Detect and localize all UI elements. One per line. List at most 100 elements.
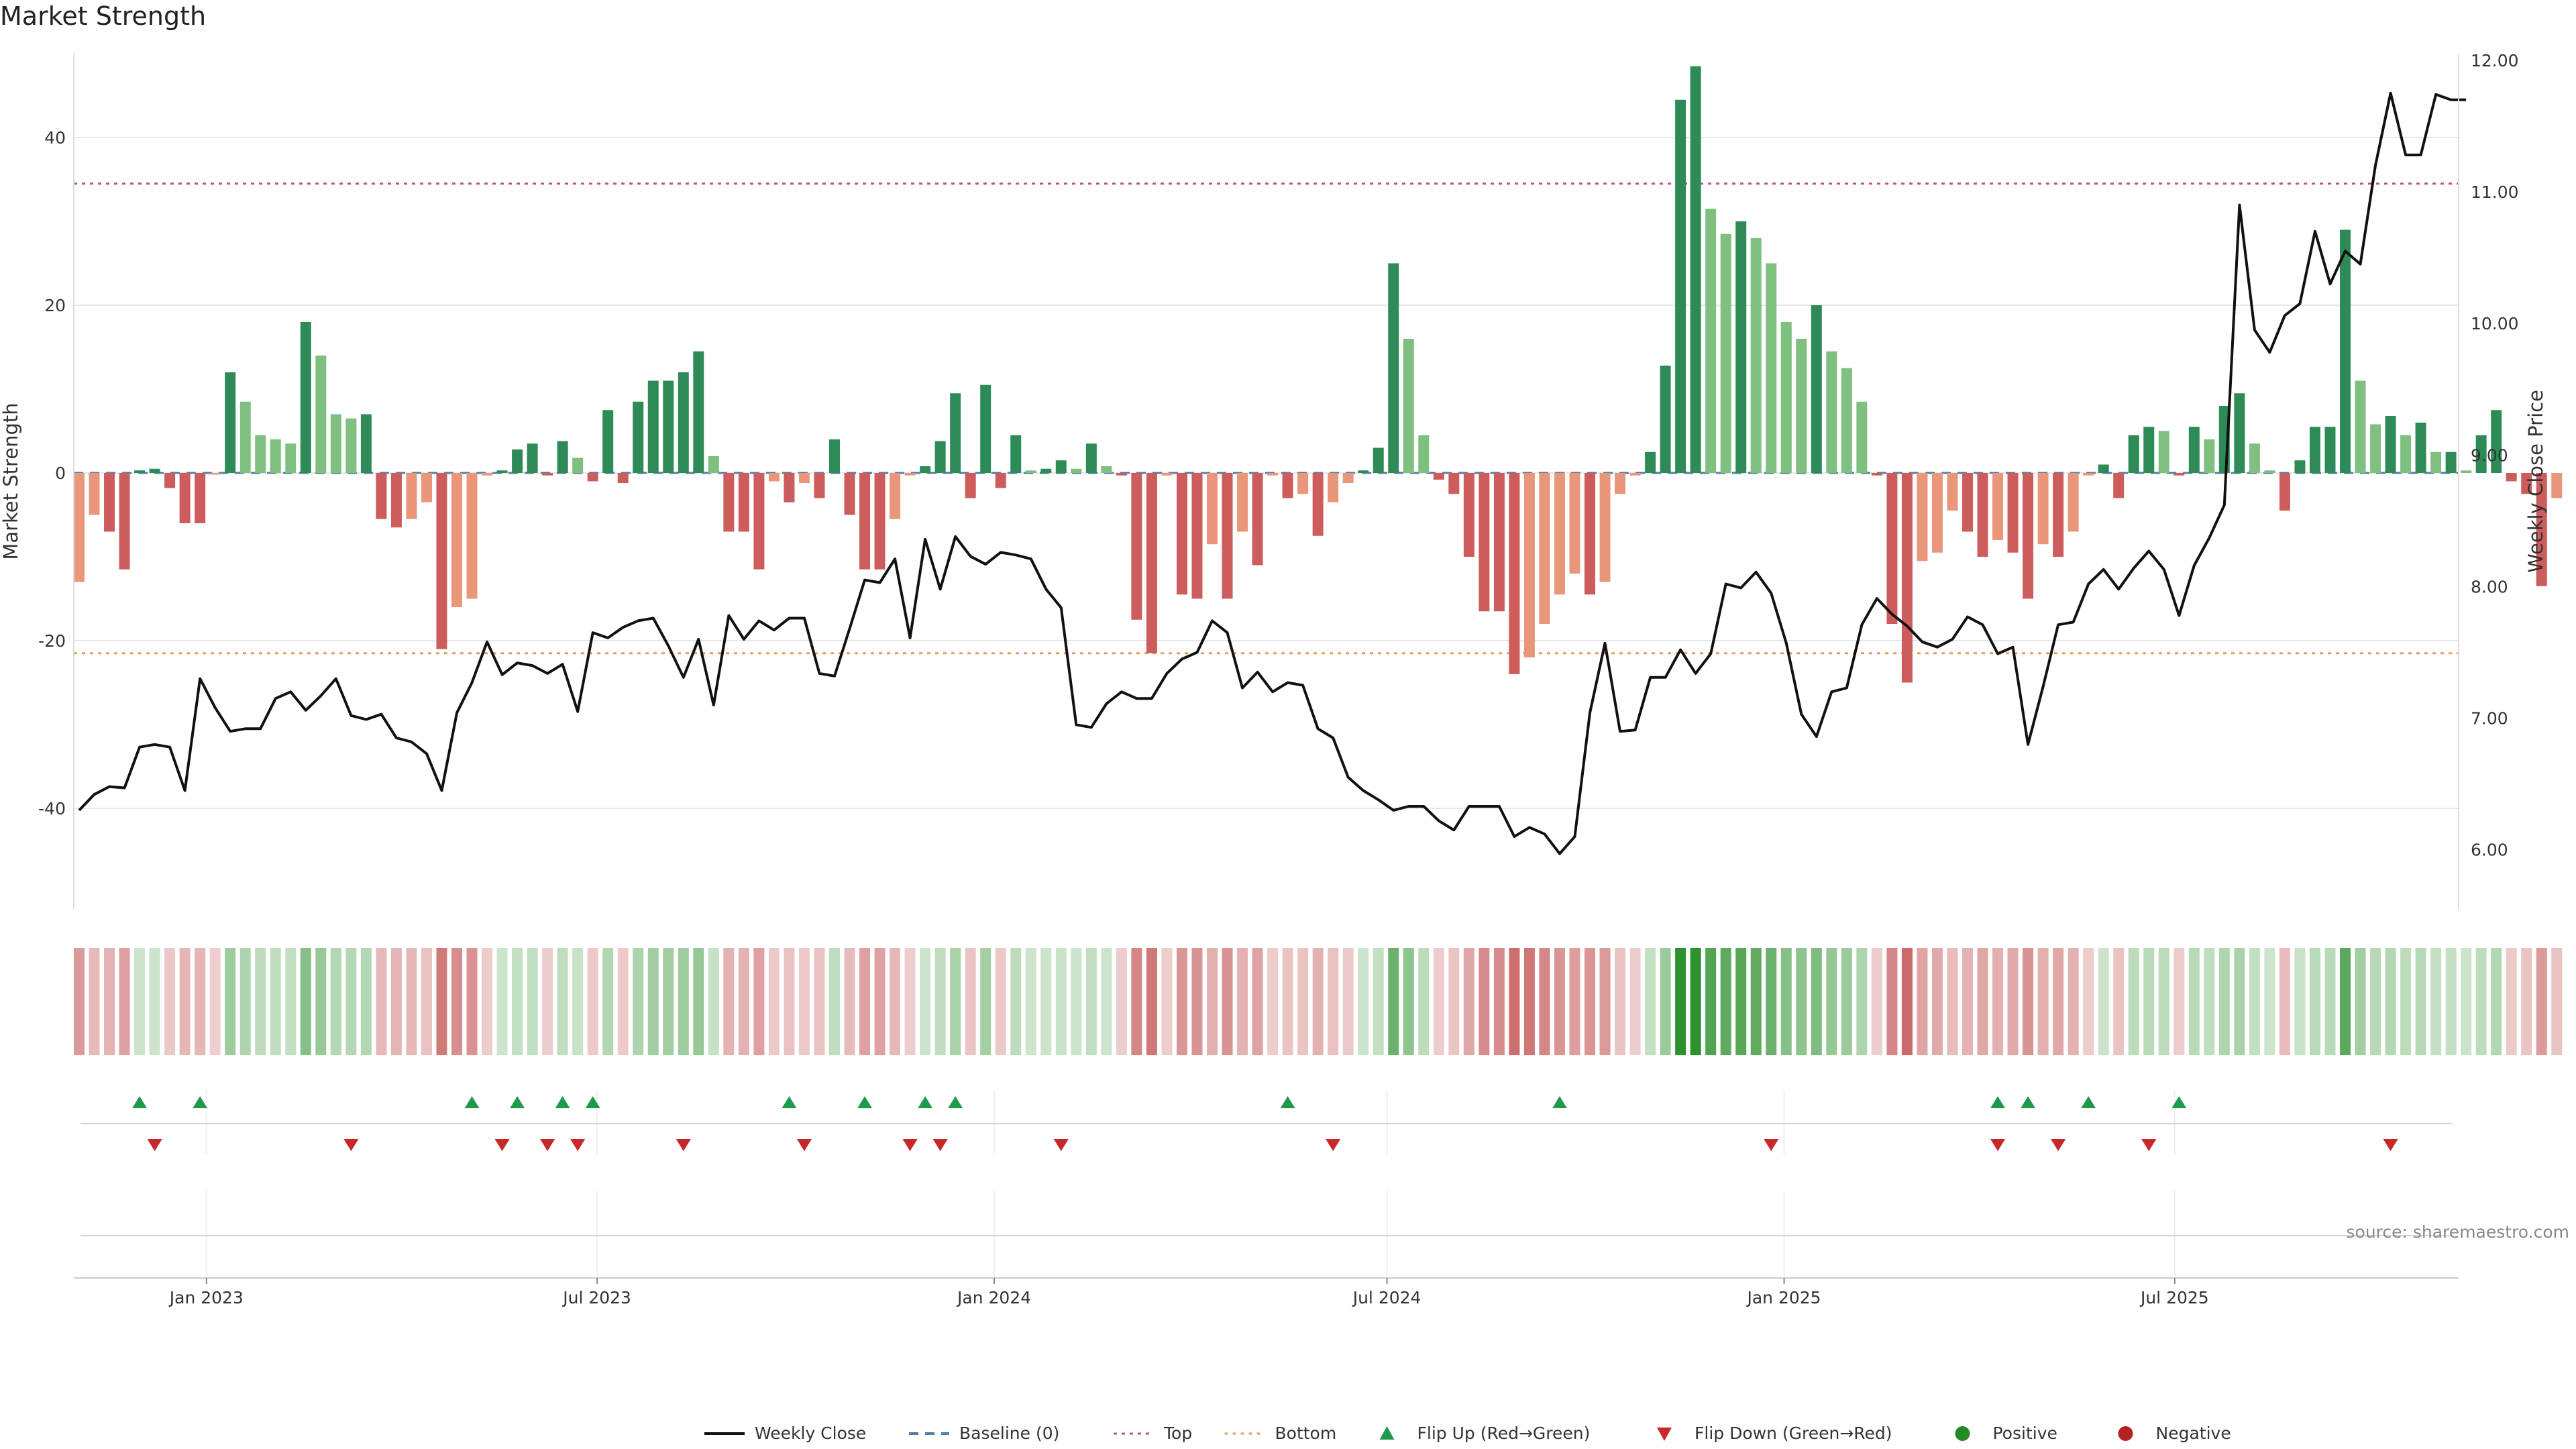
strength-cell (2415, 948, 2426, 1055)
x-tick-label: Jul 2023 (561, 1288, 631, 1307)
strength-cell (1388, 948, 1399, 1055)
strength-cell (1509, 948, 1520, 1055)
legend-swatch (1955, 1426, 1970, 1441)
strength-cell (874, 948, 885, 1055)
strength-cell (2475, 948, 2487, 1055)
strength-bar (2037, 473, 2049, 545)
strength-bar (482, 473, 493, 476)
strength-bar (1977, 473, 1988, 557)
strength-cell (829, 948, 840, 1055)
strength-bar (527, 443, 538, 473)
strength-cell (602, 948, 614, 1055)
strength-bar (2551, 473, 2563, 498)
strength-bar (1523, 473, 1535, 657)
strength-cell (1207, 948, 1218, 1055)
strength-bar (1569, 473, 1580, 574)
strength-bar (1585, 473, 1595, 595)
flip-down-marker (540, 1139, 555, 1151)
strength-cell (1010, 948, 1022, 1055)
flip-up-marker (1552, 1096, 1567, 1108)
strength-cell (512, 948, 523, 1055)
strength-bar (2415, 423, 2426, 473)
strength-cell (315, 948, 327, 1055)
strength-bar (1071, 468, 1082, 473)
legend-label: Top (1163, 1424, 1192, 1443)
grid (74, 137, 2459, 1278)
strength-bar (1328, 473, 1339, 502)
strength-bar (693, 351, 704, 473)
weekly-close-line (78, 91, 2467, 855)
strength-bar (633, 401, 644, 473)
strength-cell (1479, 948, 1490, 1055)
strength-bar (904, 473, 916, 476)
legend-item-negative: Negative (2118, 1424, 2231, 1443)
strength-bar (149, 468, 160, 473)
strength-bar (1811, 305, 1822, 473)
strength-cell (436, 948, 447, 1055)
strength-cell (1675, 948, 1686, 1055)
strength-cell (1523, 948, 1535, 1055)
flip-up-marker (555, 1096, 570, 1108)
strength-bar (1176, 473, 1187, 595)
flip-down-marker (494, 1139, 510, 1151)
price-line-group (78, 91, 2467, 855)
strength-cell (2188, 948, 2200, 1055)
strength-bar (1509, 473, 1520, 674)
strength-bar (602, 410, 614, 473)
strength-bar (2023, 473, 2034, 599)
strength-cell (1463, 948, 1474, 1055)
strength-bar (406, 473, 417, 519)
legend-item-top: Top (1114, 1424, 1192, 1443)
strength-bar (2385, 416, 2396, 473)
strength-bar (360, 414, 372, 473)
strength-bar (1962, 473, 1973, 532)
strength-bar (1055, 460, 1067, 473)
strength-cell (1780, 948, 1792, 1055)
y-tick-label: 40 (44, 128, 66, 148)
strength-cell (1539, 948, 1550, 1055)
strength-bar (1660, 366, 1671, 473)
strength-bar (2174, 473, 2185, 476)
strength-bar (859, 473, 871, 570)
strength-bar (1025, 470, 1036, 473)
strength-bar (2249, 443, 2260, 473)
legend-swatch (1657, 1428, 1672, 1441)
strength-cell (330, 948, 341, 1055)
strength-bar (1358, 470, 1369, 473)
strength-bar (1554, 473, 1565, 595)
strength-cell (1312, 948, 1324, 1055)
strength-cell (482, 948, 493, 1055)
strength-cell (980, 948, 991, 1055)
strength-cell (1841, 948, 1852, 1055)
strength-cell (1433, 948, 1444, 1055)
strength-cell (2521, 948, 2532, 1055)
strength-bar (315, 356, 327, 473)
strength-cell (1554, 948, 1565, 1055)
strength-bar (2461, 470, 2472, 473)
strength-cell (2143, 948, 2155, 1055)
x-tick-label: Jul 2024 (1352, 1288, 1421, 1307)
strength-cell (1750, 948, 1762, 1055)
strength-bar (1886, 473, 1898, 624)
strength-cell (2174, 948, 2185, 1055)
strength-cell (390, 948, 402, 1055)
strength-bar (1992, 473, 2004, 540)
strength-cell (285, 948, 297, 1055)
strength-bar (1947, 473, 1958, 511)
strength-bar (1615, 473, 1626, 494)
strength-cell (1116, 948, 1127, 1055)
flip-down-marker (2141, 1139, 2157, 1151)
strength-cell (2370, 948, 2381, 1055)
strength-bar (617, 473, 629, 483)
strength-bar (1705, 209, 1717, 473)
strength-bar (1479, 473, 1490, 612)
strength-cell (1191, 948, 1203, 1055)
strength-bar (2113, 473, 2125, 498)
strength-bar (1645, 451, 1656, 473)
strength-bar (1403, 339, 1414, 473)
strength-cell (466, 948, 478, 1055)
strength-cell (1328, 948, 1339, 1055)
strength-bar (678, 372, 689, 473)
strength-cell (1629, 948, 1641, 1055)
